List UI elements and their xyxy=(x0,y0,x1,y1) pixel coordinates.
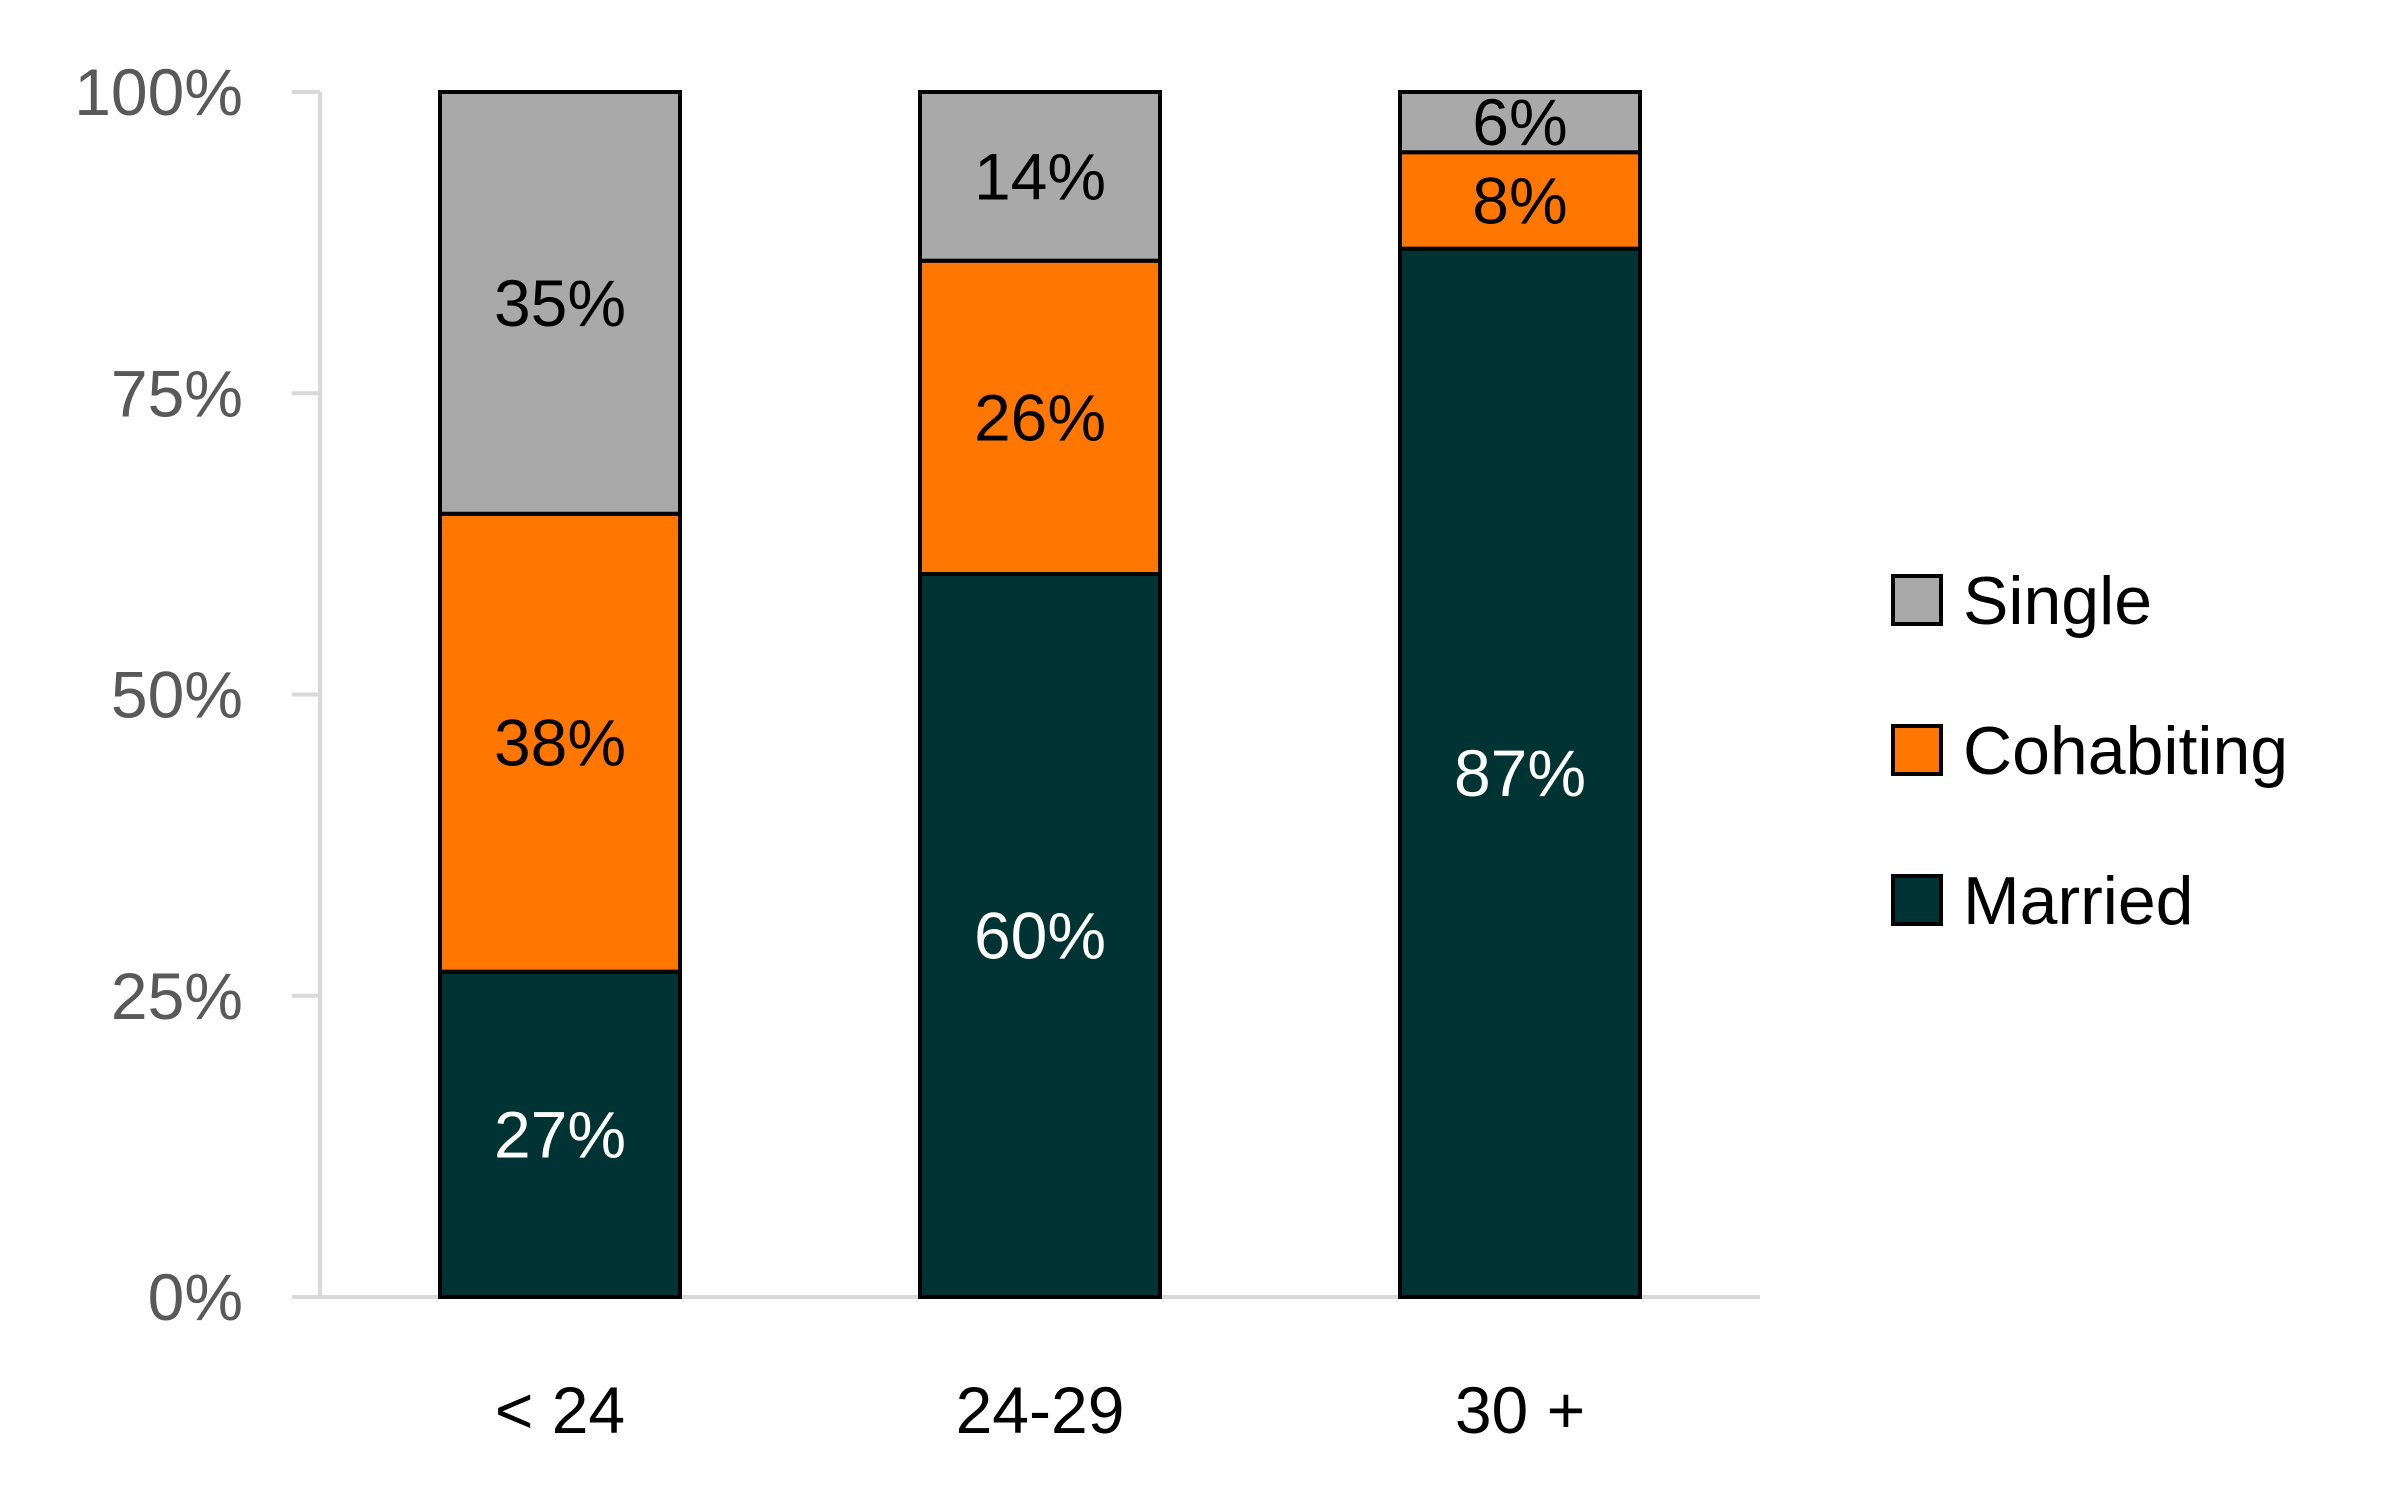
bar-segment-married xyxy=(918,572,1162,1299)
bar-segment-single xyxy=(438,90,682,516)
x-tick-label: 30 + xyxy=(1455,1373,1585,1447)
data-label: 60% xyxy=(974,899,1106,973)
y-tick-label: 100% xyxy=(74,55,243,129)
y-tick-label: 50% xyxy=(111,658,243,732)
bar-stack: 87% 8%6% xyxy=(1398,85,1642,1299)
legend: Single Cohabiting Married xyxy=(1891,563,2288,939)
data-label: 26% xyxy=(974,380,1106,454)
bar-segment-cohabiting xyxy=(918,258,1162,576)
bars: 27% 38% 35% 60% 26% 14% 87% 8%6% xyxy=(438,85,1642,1300)
legend-item-cohabiting: Cohabiting xyxy=(1891,713,2288,789)
data-label: 6% xyxy=(1472,85,1567,159)
data-label: 35% xyxy=(494,266,626,340)
legend-item-single: Single xyxy=(1891,563,2152,639)
x-tick-label: 24-29 xyxy=(956,1373,1125,1447)
legend-label: Married xyxy=(1963,863,2194,939)
data-label: 27% xyxy=(494,1097,626,1171)
legend-swatch xyxy=(1891,574,1943,626)
bar-segment-single xyxy=(1398,90,1642,155)
y-axis: 0% 25% 50% 75% 100% xyxy=(74,55,322,1334)
bar-segment-married xyxy=(438,969,682,1300)
data-label: 8% xyxy=(1472,163,1567,237)
data-label: 38% xyxy=(494,706,626,780)
legend-label: Cohabiting xyxy=(1963,713,2288,789)
bar-stack: 60% 26% 14% xyxy=(918,90,1162,1299)
bar-stack: 27% 38% 35% xyxy=(438,90,682,1300)
data-label: 14% xyxy=(974,139,1106,213)
data-label: 87% xyxy=(1454,736,1586,810)
y-tick-label: 25% xyxy=(111,959,243,1033)
x-axis: < 24 24-29 30 + xyxy=(292,1295,1760,1447)
legend-item-married: Married xyxy=(1891,863,2194,939)
bar-segment-single xyxy=(918,90,1162,263)
bar-segment-cohabiting xyxy=(438,511,682,974)
y-tick-label: 0% xyxy=(148,1260,243,1334)
y-tick-label: 75% xyxy=(111,356,243,430)
bar-segment-married xyxy=(1398,246,1642,1299)
legend-swatch xyxy=(1891,724,1943,776)
bar-segment-cohabiting xyxy=(1398,150,1642,251)
legend-swatch xyxy=(1891,874,1943,926)
legend-label: Single xyxy=(1963,563,2152,639)
x-tick-label: < 24 xyxy=(495,1373,625,1447)
